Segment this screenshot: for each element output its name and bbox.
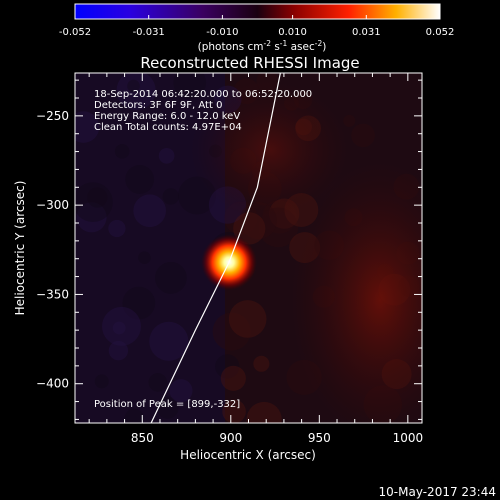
- mottle-blob: [220, 365, 246, 391]
- mottle-blob: [108, 340, 129, 361]
- mottle-blob: [112, 321, 126, 335]
- mottle-blob: [75, 111, 100, 143]
- mottle-blob: [162, 188, 180, 205]
- annotation-time: 18-Sep-2014 06:42:20.000 to 06:52:20.000: [94, 89, 312, 100]
- mottle-blob: [125, 165, 155, 194]
- annotation-energy: Energy Range: 6.0 - 12.0 keV: [94, 111, 240, 122]
- mottle-blob: [148, 373, 168, 392]
- annotation-peak-position: Position of Peak = [899,-332]: [94, 399, 240, 410]
- mottle-blob: [253, 355, 270, 372]
- mottle-blob: [156, 396, 179, 419]
- annotation-clean: Clean Total counts: 4.97E+04: [94, 122, 242, 133]
- mottle-blob: [114, 144, 130, 159]
- mottle-blob: [351, 123, 375, 148]
- chart-title: Reconstructed RHESSI Image: [140, 54, 359, 72]
- mottle-blob: [173, 73, 207, 100]
- colorbar: -0.052 -0.031 -0.010 0.010 0.031 0.052 (photo…: [59, 3, 454, 53]
- y-axis-label: Heliocentric Y (arcsec): [13, 181, 27, 316]
- mottle-blob: [154, 261, 187, 294]
- mottle-blob: [108, 219, 126, 238]
- footer-date: 10-May-2017 23:44: [379, 485, 496, 499]
- colorbar-tick-label: 0.031: [352, 27, 381, 38]
- colorbar-tick-label: -0.010: [206, 27, 238, 38]
- colorbar-tick-label: 0.052: [426, 27, 455, 38]
- mottle-blob: [215, 354, 240, 379]
- mottle-blob: [246, 401, 282, 423]
- mottle-blob: [124, 408, 144, 423]
- mottle-blob: [169, 379, 193, 403]
- mottle-blob: [133, 194, 166, 228]
- x-tick-label: 950: [308, 431, 331, 445]
- solar-limb-line: [150, 73, 281, 423]
- colorbar-tick-label: -0.031: [133, 27, 165, 38]
- x-tick-label: 850: [131, 431, 154, 445]
- mottle-blob: [76, 202, 107, 233]
- mottle-blob: [212, 312, 251, 351]
- mottle-blob: [122, 286, 156, 320]
- mottle-blob: [138, 251, 151, 264]
- mottle-blob: [127, 79, 140, 93]
- colorbar-tick-label: 0.010: [278, 27, 307, 38]
- mottle-blob: [149, 321, 189, 361]
- axis-ticks: 850 900 950 1000 −250 −300 −350 −400: [36, 73, 423, 445]
- annotation-detectors: Detectors: 3F 6F 9F, Att 0: [94, 100, 222, 111]
- y-tick-label: −400: [36, 377, 69, 391]
- right-emission-region: [290, 160, 422, 423]
- mottle-blob: [87, 187, 108, 208]
- colorbar-units-label: (photons cm-2 s-1 asec-2): [198, 39, 327, 53]
- mottle-blob: [228, 300, 267, 338]
- mottle-blob: [222, 399, 246, 423]
- colorbar-tick-label: -0.052: [59, 27, 91, 38]
- x-tick-label: 1000: [393, 431, 424, 445]
- mottle-blob: [101, 306, 142, 346]
- y-tick-label: −350: [36, 287, 69, 301]
- y-tick-label: −250: [36, 109, 69, 123]
- colorbar-gradient: [74, 3, 441, 20]
- x-axis-label: Heliocentric X (arcsec): [180, 448, 316, 462]
- colorbar-ticks: -0.052 -0.031 -0.010 0.010 0.031 0.052: [59, 15, 454, 38]
- mottle-blob: [343, 114, 356, 127]
- mottle-blob: [94, 374, 109, 389]
- y-tick-label: −300: [36, 198, 69, 212]
- mottle-blob: [75, 182, 113, 223]
- mottle-blob: [158, 147, 175, 164]
- image-area: [75, 73, 422, 423]
- x-tick-label: 900: [219, 431, 242, 445]
- upper-emission-region: [190, 80, 350, 220]
- mottle-blob: [116, 73, 156, 111]
